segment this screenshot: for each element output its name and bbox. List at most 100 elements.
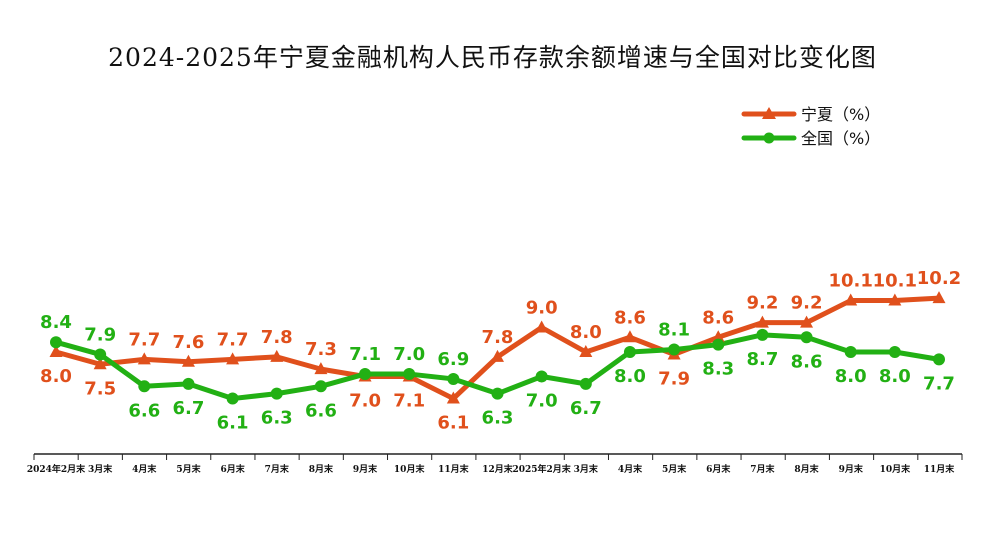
data-point-national xyxy=(668,343,681,356)
data-point-national xyxy=(94,348,107,361)
x-tick-label: 9月末 xyxy=(353,463,378,475)
data-label-ningxia: 7.7 xyxy=(128,329,160,350)
x-axis: 2024年2月末 3月末 4月末 5月末 6月末 7月末 8月末 9月末 10月末 11月末 12月… xyxy=(27,453,963,475)
data-point-national xyxy=(314,380,327,393)
data-label-ningxia: 7.6 xyxy=(173,332,205,353)
data-point-national xyxy=(844,346,857,358)
data-point-national xyxy=(800,331,813,344)
data-label-ningxia: 8.0 xyxy=(570,322,602,343)
data-label-national: 6.1 xyxy=(217,413,249,434)
data-label-national: 7.9 xyxy=(84,324,116,345)
data-label-national: 6.3 xyxy=(482,408,514,429)
data-label-ningxia: 7.0 xyxy=(349,391,381,412)
data-point-ningxia xyxy=(93,357,107,370)
x-tick-label: 9月末 xyxy=(839,463,864,475)
data-point-national xyxy=(535,370,548,383)
x-tick-label: 10月末 xyxy=(880,463,912,475)
data-label-national: 7.1 xyxy=(349,344,381,365)
x-tick-label: 7月末 xyxy=(750,463,775,475)
data-point-ningxia xyxy=(137,352,151,365)
x-tick-label: 3月末 xyxy=(88,463,113,475)
data-label-national: 8.4 xyxy=(40,312,72,333)
data-label-ningxia: 10.1 xyxy=(873,271,917,292)
x-tick-label: 8月末 xyxy=(309,463,334,475)
data-label-national: 7.0 xyxy=(393,344,425,365)
x-tick-label: 8月末 xyxy=(794,463,819,475)
data-point-national xyxy=(756,328,769,341)
data-label-ningxia: 7.9 xyxy=(658,368,690,389)
data-point-ningxia xyxy=(181,354,195,367)
data-label-ningxia: 9.2 xyxy=(746,293,778,314)
x-tick-label: 11月末 xyxy=(924,463,956,475)
data-point-ningxia xyxy=(932,291,946,304)
x-tick-label: 7月末 xyxy=(265,463,290,475)
data-point-ningxia xyxy=(579,345,593,357)
data-label-ningxia: 8.6 xyxy=(702,307,734,328)
data-point-national xyxy=(623,346,636,358)
x-tick-label: 4月末 xyxy=(618,463,643,475)
data-label-national: 6.3 xyxy=(261,408,293,429)
series-lines xyxy=(49,291,946,405)
data-label-ningxia: 7.8 xyxy=(261,327,293,348)
data-point-ningxia xyxy=(49,345,63,357)
legend-label-ningxia: 宁夏（%） xyxy=(801,105,880,124)
data-label-national: 6.7 xyxy=(570,398,602,419)
data-label-ningxia: 8.0 xyxy=(40,366,72,387)
x-tick-label: 2024年2月末 xyxy=(27,463,86,475)
data-label-ningxia: 7.5 xyxy=(84,378,116,399)
data-label-national: 6.6 xyxy=(128,400,160,421)
legend-item-ningxia: 宁夏（%） xyxy=(741,105,880,124)
x-tick-label: 10月末 xyxy=(394,463,426,475)
data-label-ningxia: 9.2 xyxy=(791,293,823,314)
legend-marker-ningxia xyxy=(762,107,776,119)
x-tick-label: 5月末 xyxy=(662,463,687,475)
data-point-national xyxy=(447,372,460,385)
data-point-national xyxy=(182,377,195,390)
data-label-ningxia: 7.8 xyxy=(482,327,514,348)
data-label-ningxia: 8.6 xyxy=(614,307,646,328)
data-label-ningxia: 7.3 xyxy=(305,339,337,360)
x-tick-label: 5月末 xyxy=(176,463,201,475)
data-point-ningxia xyxy=(446,391,460,404)
data-label-national: 8.3 xyxy=(702,359,734,380)
data-point-national xyxy=(50,336,62,349)
data-point-national xyxy=(359,368,372,381)
data-point-ningxia xyxy=(711,330,725,343)
data-point-ningxia xyxy=(800,315,814,328)
data-point-national xyxy=(888,346,901,358)
data-label-national: 8.7 xyxy=(746,349,778,370)
data-label-national: 8.0 xyxy=(835,366,867,387)
data-point-national xyxy=(491,387,504,400)
data-label-national: 8.0 xyxy=(614,366,646,387)
data-point-national xyxy=(579,377,592,390)
data-point-ningxia xyxy=(623,330,637,343)
data-point-national xyxy=(933,353,945,366)
data-point-ningxia xyxy=(270,349,284,362)
data-label-national: 7.7 xyxy=(923,373,955,394)
legend-item-national: 全国（%） xyxy=(741,129,880,148)
x-tick-label: 2025年2月末 xyxy=(512,463,571,475)
data-point-national xyxy=(270,387,283,400)
legend-label-national: 全国（%） xyxy=(801,129,880,148)
x-tick-label: 11月末 xyxy=(438,463,470,475)
data-label-national: 6.6 xyxy=(305,400,337,421)
data-label-ningxia: 6.1 xyxy=(437,413,469,434)
data-point-national xyxy=(712,338,725,351)
x-tick-label: 3月末 xyxy=(574,463,599,475)
data-label-national: 6.9 xyxy=(437,349,469,370)
data-label-national: 7.0 xyxy=(526,391,558,412)
data-point-ningxia xyxy=(226,352,240,365)
data-label-ningxia: 7.7 xyxy=(217,329,249,350)
x-tick-label: 12月末 xyxy=(482,463,514,475)
data-label-national: 6.7 xyxy=(173,398,205,419)
data-labels: 8.0 8.4 7.5 7.9 7.7 6.6 7.6 6.7 7.7 6.1 7.8 6.3 7.3 6… xyxy=(40,268,961,433)
data-label-ningxia: 10.1 xyxy=(828,271,872,292)
data-point-ningxia xyxy=(844,293,858,306)
data-point-ningxia xyxy=(755,315,769,328)
data-label-national: 8.6 xyxy=(791,351,823,372)
legend: 宁夏（%） 全国（%） xyxy=(741,105,880,148)
data-point-ningxia xyxy=(491,349,504,362)
data-label-national: 8.1 xyxy=(658,320,690,341)
x-tick-label: 4月末 xyxy=(132,463,157,475)
